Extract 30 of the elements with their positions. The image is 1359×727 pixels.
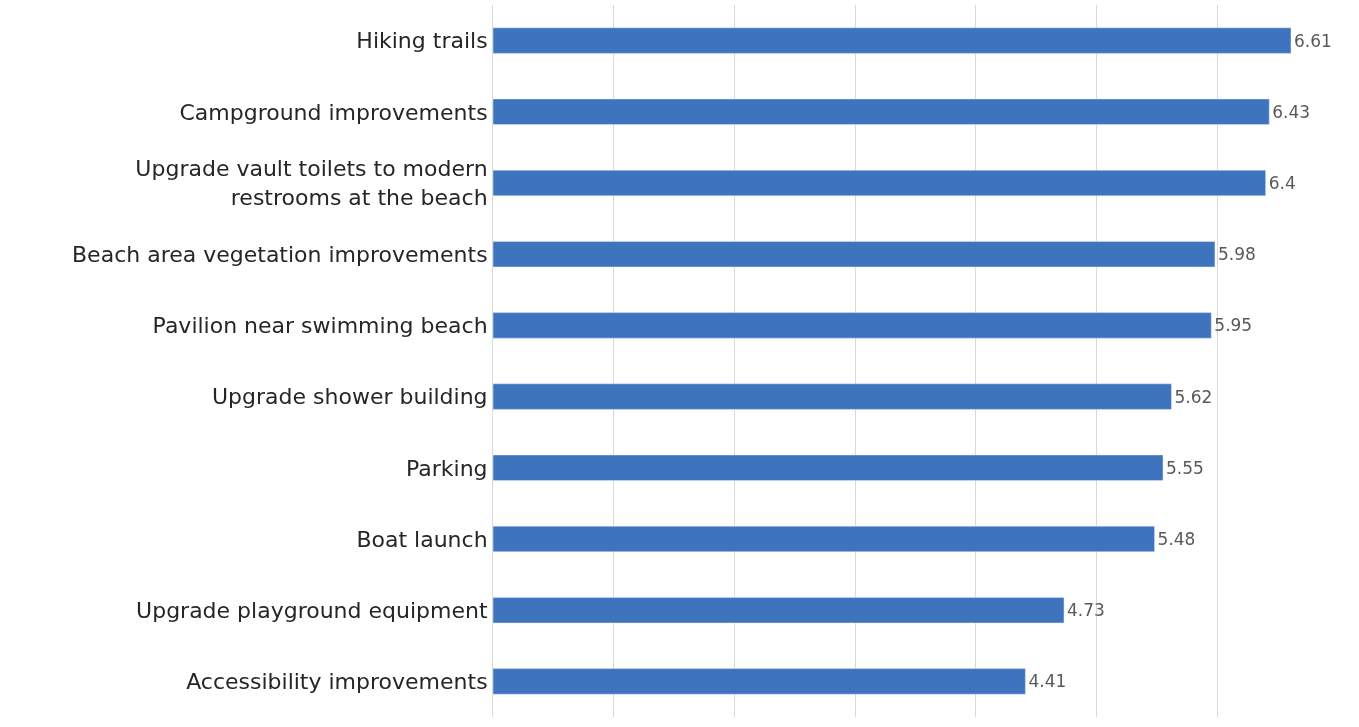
bar [493,98,1270,125]
data-label: 6.43 [1272,101,1311,122]
y-tick-label: Beach area vegetation improvements [72,241,488,267]
bar [493,597,1065,624]
bar [493,169,1266,197]
data-label: 5.95 [1214,315,1253,336]
data-label: 5.98 [1217,244,1256,265]
data-label: 5.55 [1166,457,1204,478]
y-tick-label: Boat launch [356,526,488,552]
y-tick-label: Pavilion near swimming beach [152,313,488,339]
bar [493,525,1155,553]
data-label: 4.41 [1028,671,1067,692]
data-label: 5.62 [1174,386,1213,407]
y-tick-label: Parking [406,455,488,481]
bar [493,27,1292,54]
y-tick-label: Upgrade playground equipment [136,597,488,623]
bar [493,241,1216,268]
y-tick-label: Campground improvements [179,99,488,125]
data-label: 4.73 [1067,600,1105,621]
data-label: 5.48 [1157,529,1196,549]
data-label: 6.4 [1268,173,1296,193]
y-tick-label: Upgrade vault toilets to modern restrooms at the beach [135,156,488,210]
bar [493,312,1212,339]
bar [493,454,1164,481]
bar [493,383,1172,410]
y-tick-label: Accessibility improvements [186,669,488,695]
bar [493,668,1026,695]
data-label: 6.61 [1294,30,1332,51]
y-tick-label: Upgrade shower building [211,384,488,410]
y-tick-label: Hiking trails [356,28,488,54]
